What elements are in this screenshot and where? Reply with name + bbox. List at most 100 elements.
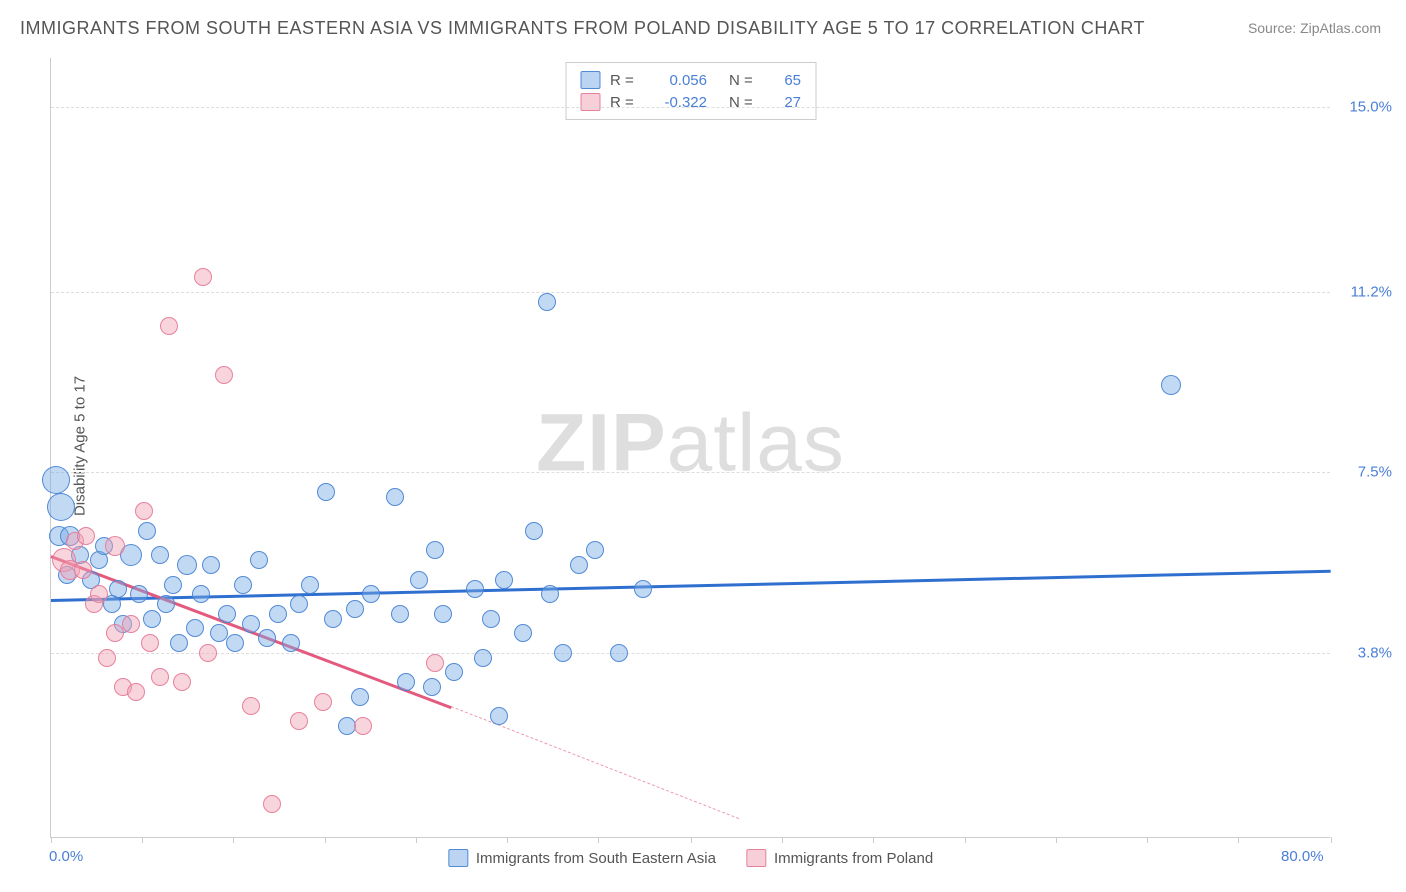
legend-item: Immigrants from South Eastern Asia <box>448 849 716 867</box>
data-point <box>538 293 556 311</box>
data-point <box>301 576 319 594</box>
data-point <box>570 556 588 574</box>
data-point <box>242 615 260 633</box>
y-tick-label: 15.0% <box>1349 98 1392 115</box>
data-point <box>192 585 210 603</box>
data-point <box>218 605 236 623</box>
data-point <box>541 585 559 603</box>
legend-row: R =-0.322N =27 <box>580 91 801 113</box>
data-point <box>226 634 244 652</box>
chart-title: IMMIGRANTS FROM SOUTH EASTERN ASIA VS IM… <box>20 18 1145 39</box>
data-point <box>130 585 148 603</box>
legend-n-value: 65 <box>771 72 801 89</box>
data-point <box>98 649 116 667</box>
data-point <box>74 561 92 579</box>
data-point <box>423 678 441 696</box>
x-tick-mark <box>1331 837 1332 843</box>
x-tick-label: 80.0% <box>1281 848 1324 865</box>
data-point <box>250 551 268 569</box>
data-point <box>47 493 75 521</box>
data-point <box>314 693 332 711</box>
x-tick-mark <box>233 837 234 843</box>
legend-r-value: -0.322 <box>652 94 707 111</box>
legend-swatch <box>448 849 468 867</box>
data-point <box>135 502 153 520</box>
data-point <box>90 585 108 603</box>
data-point <box>122 615 140 633</box>
data-point <box>490 707 508 725</box>
source-label: Source: ZipAtlas.com <box>1248 20 1381 36</box>
data-point <box>410 571 428 589</box>
data-point <box>160 317 178 335</box>
x-tick-mark <box>782 837 783 843</box>
gridline <box>51 472 1330 473</box>
data-point <box>143 610 161 628</box>
y-tick-label: 11.2% <box>1351 284 1392 301</box>
x-tick-mark <box>507 837 508 843</box>
legend-n-label: N = <box>729 94 761 111</box>
legend-label: Immigrants from South Eastern Asia <box>476 850 716 867</box>
x-tick-mark <box>416 837 417 843</box>
data-point <box>151 546 169 564</box>
legend-item: Immigrants from Poland <box>746 849 933 867</box>
data-point <box>127 683 145 701</box>
legend-label: Immigrants from Poland <box>774 850 933 867</box>
legend-n-label: N = <box>729 72 761 89</box>
correlation-legend: R =0.056N =65R =-0.322N =27 <box>565 62 816 120</box>
gridline <box>51 653 1330 654</box>
data-point <box>474 649 492 667</box>
x-tick-mark <box>51 837 52 843</box>
data-point <box>164 576 182 594</box>
y-tick-label: 7.5% <box>1358 464 1392 481</box>
data-point <box>109 580 127 598</box>
data-point <box>586 541 604 559</box>
data-point <box>346 600 364 618</box>
data-point <box>177 555 197 575</box>
data-point <box>170 634 188 652</box>
data-point <box>173 673 191 691</box>
watermark-rest: atlas <box>667 397 845 488</box>
x-tick-mark <box>965 837 966 843</box>
data-point <box>290 595 308 613</box>
data-point <box>157 595 175 613</box>
data-point <box>386 488 404 506</box>
data-point <box>199 644 217 662</box>
legend-r-label: R = <box>610 94 642 111</box>
x-tick-mark <box>1238 837 1239 843</box>
data-point <box>434 605 452 623</box>
plot-area: ZIPatlas R =0.056N =65R =-0.322N =27 Imm… <box>50 58 1330 838</box>
legend-swatch <box>580 93 600 111</box>
legend-swatch <box>746 849 766 867</box>
x-tick-mark <box>873 837 874 843</box>
legend-row: R =0.056N =65 <box>580 69 801 91</box>
series-legend: Immigrants from South Eastern Asia Immigr… <box>448 849 933 867</box>
data-point <box>215 366 233 384</box>
x-tick-label: 0.0% <box>49 848 83 865</box>
gridline <box>51 292 1330 293</box>
legend-swatch <box>580 71 600 89</box>
x-tick-mark <box>325 837 326 843</box>
data-point <box>77 527 95 545</box>
data-point <box>445 663 463 681</box>
data-point <box>242 697 260 715</box>
data-point <box>466 580 484 598</box>
legend-r-label: R = <box>610 72 642 89</box>
data-point <box>234 576 252 594</box>
data-point <box>397 673 415 691</box>
data-point <box>324 610 342 628</box>
data-point <box>282 634 300 652</box>
x-tick-mark <box>1147 837 1148 843</box>
data-point <box>202 556 220 574</box>
data-point <box>269 605 287 623</box>
data-point <box>194 268 212 286</box>
y-tick-label: 3.8% <box>1358 644 1392 661</box>
data-point <box>426 541 444 559</box>
data-point <box>554 644 572 662</box>
data-point <box>151 668 169 686</box>
data-point <box>391 605 409 623</box>
data-point <box>426 654 444 672</box>
data-point <box>1161 375 1181 395</box>
data-point <box>351 688 369 706</box>
data-point <box>495 571 513 589</box>
x-tick-mark <box>142 837 143 843</box>
